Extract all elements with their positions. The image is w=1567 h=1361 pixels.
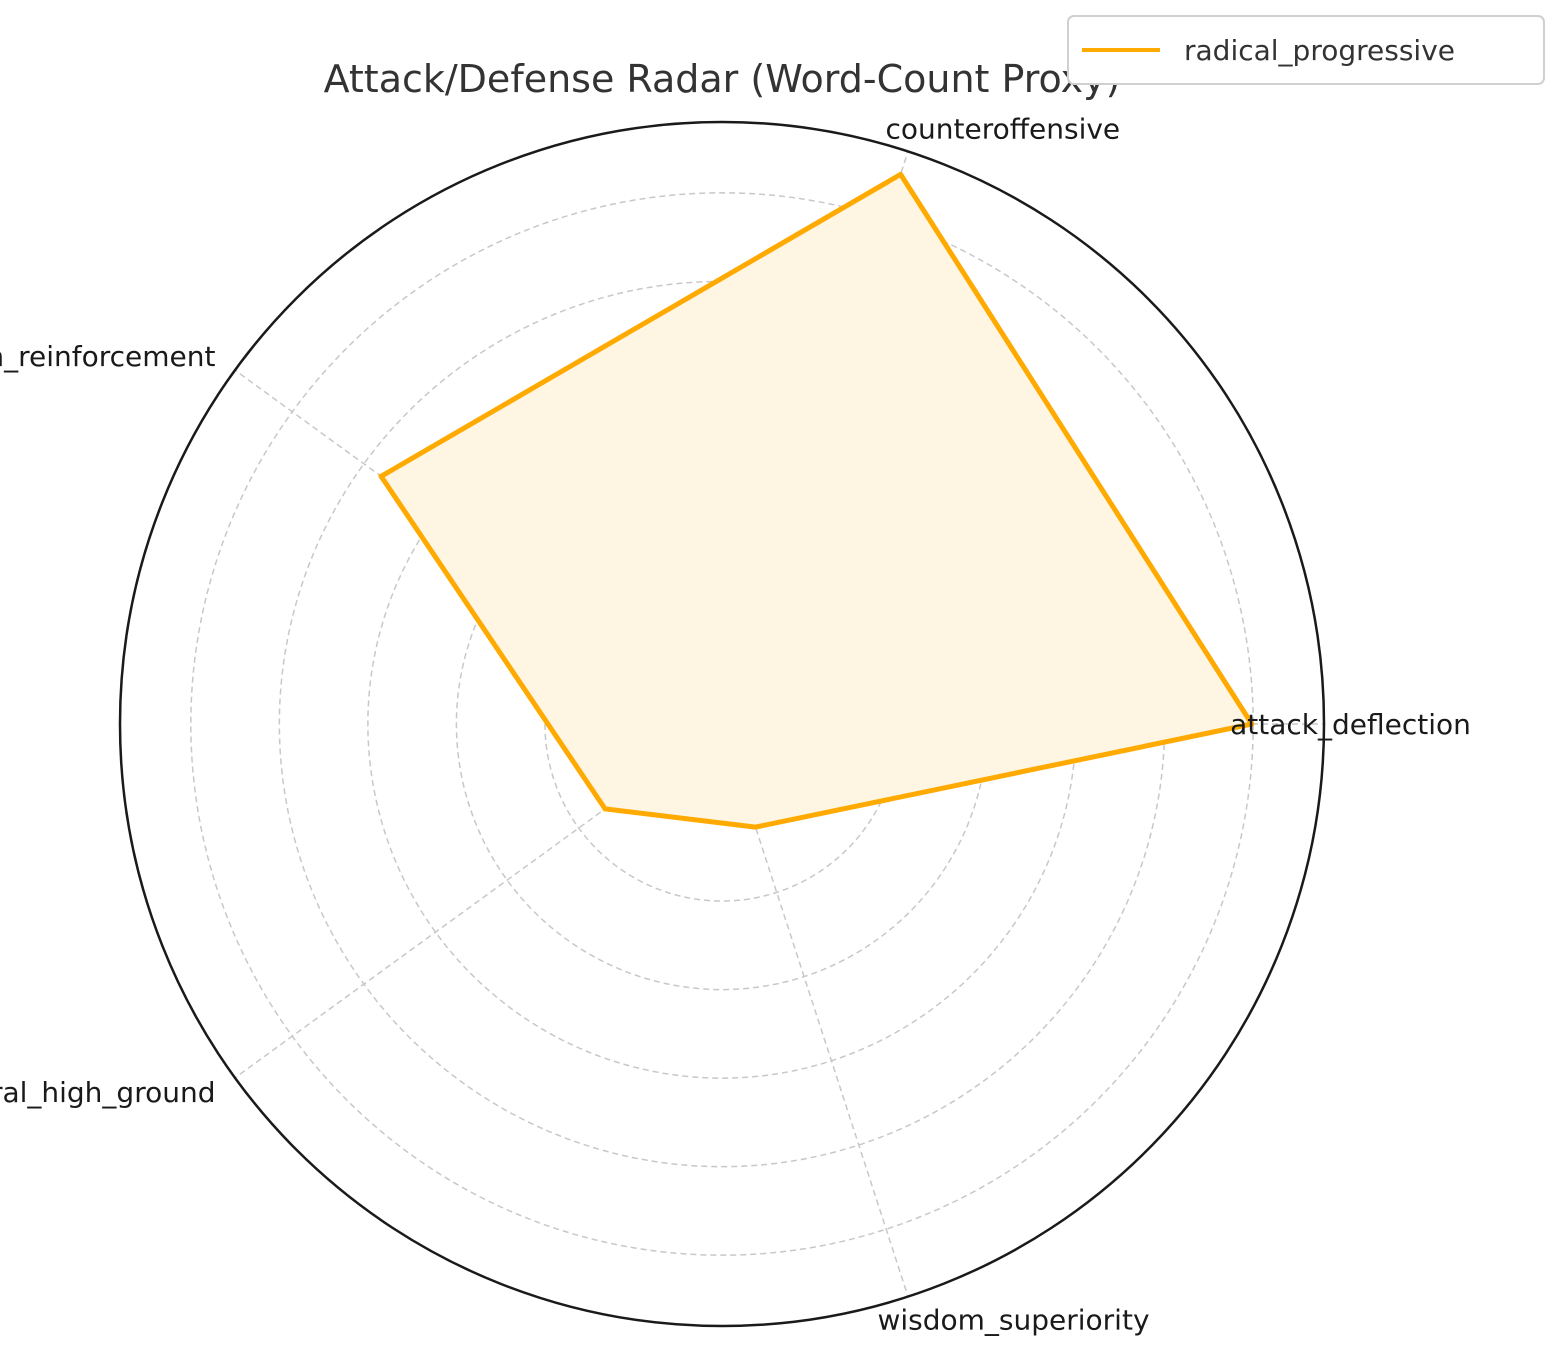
radar-series (378, 171, 1255, 830)
legend-label-radical-progressive: radical_progressive (1184, 34, 1455, 67)
axis-label-moral_high_ground: moral_high_ground (0, 1076, 215, 1109)
data-point-counteroffensive (898, 171, 904, 177)
outer-frame (118, 120, 1326, 1328)
data-point-position_reinforcement (378, 473, 384, 479)
axis-labels: attack_deflection counteroffensive positio… (0, 113, 1471, 1337)
series-polygon-radical_progressive (378, 171, 1255, 830)
axis-label-counteroffensive: counteroffensive (885, 113, 1120, 146)
axis-label-wisdom_superiority: wisdom_superiority (877, 1303, 1149, 1336)
data-point-attack_deflection (1249, 721, 1255, 727)
data-point-moral_high_ground (602, 806, 608, 812)
legend: radical_progressive (1067, 15, 1545, 85)
chart-title: Attack/Defense Radar (Word-Count Proxy) (324, 57, 1121, 101)
axis-label-attack_deflection: attack_deflection (1230, 708, 1471, 741)
axis-label-position_reinforcement: position_reinforcement (0, 340, 216, 373)
data-point-wisdom_superiority (752, 824, 758, 830)
legend-frame (1067, 15, 1545, 85)
